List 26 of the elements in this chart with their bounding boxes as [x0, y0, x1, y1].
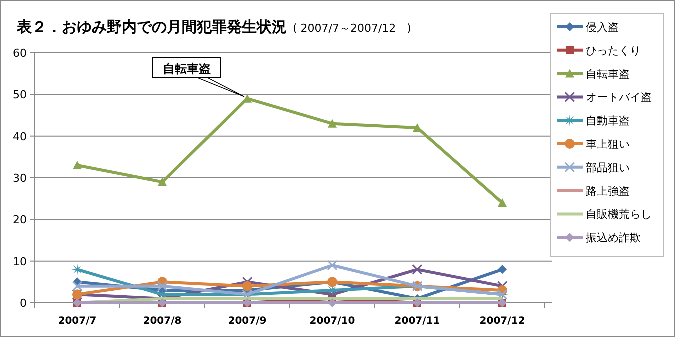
y-tick-label: 30 [13, 172, 27, 185]
legend-label: 車上狙い [586, 138, 630, 151]
annotation: 自転車盗 [163, 62, 211, 76]
x-tick-label: 2007/8 [143, 316, 182, 327]
x-tick-label: 2007/9 [228, 316, 267, 327]
legend-label: 自販機荒らし [586, 208, 652, 222]
y-tick-label: 50 [13, 88, 27, 102]
y-tick-label: 40 [13, 130, 27, 144]
x-tick-label: 2007/10 [310, 316, 356, 327]
legend-label: オートバイ盗 [586, 91, 652, 104]
legend-label: 振込め詐欺 [586, 232, 641, 245]
y-tick-label: 60 [13, 47, 27, 60]
y-tick-label: 10 [13, 255, 27, 268]
chart-title: 表２．おゆみ野内での月間犯罪発生状況 [16, 18, 287, 36]
x-tick-label: 2007/7 [58, 316, 97, 327]
legend-label: 自動車盗 [586, 114, 630, 128]
legend-label: ひったくり [586, 44, 641, 58]
x-tick-label: 2007/11 [394, 316, 440, 327]
x-tick-label: 2007/12 [480, 316, 526, 327]
chart-subtitle: ( 2007/7～2007/12 ) [293, 22, 412, 35]
legend-label: 侵入盗 [586, 21, 619, 34]
y-tick-label: 20 [13, 214, 27, 227]
legend-label: 自転車盗 [586, 68, 630, 81]
y-tick-label: 0 [20, 297, 27, 310]
legend-label: 路上強盗 [586, 184, 630, 198]
legend-label: 部品狙い [586, 161, 630, 174]
